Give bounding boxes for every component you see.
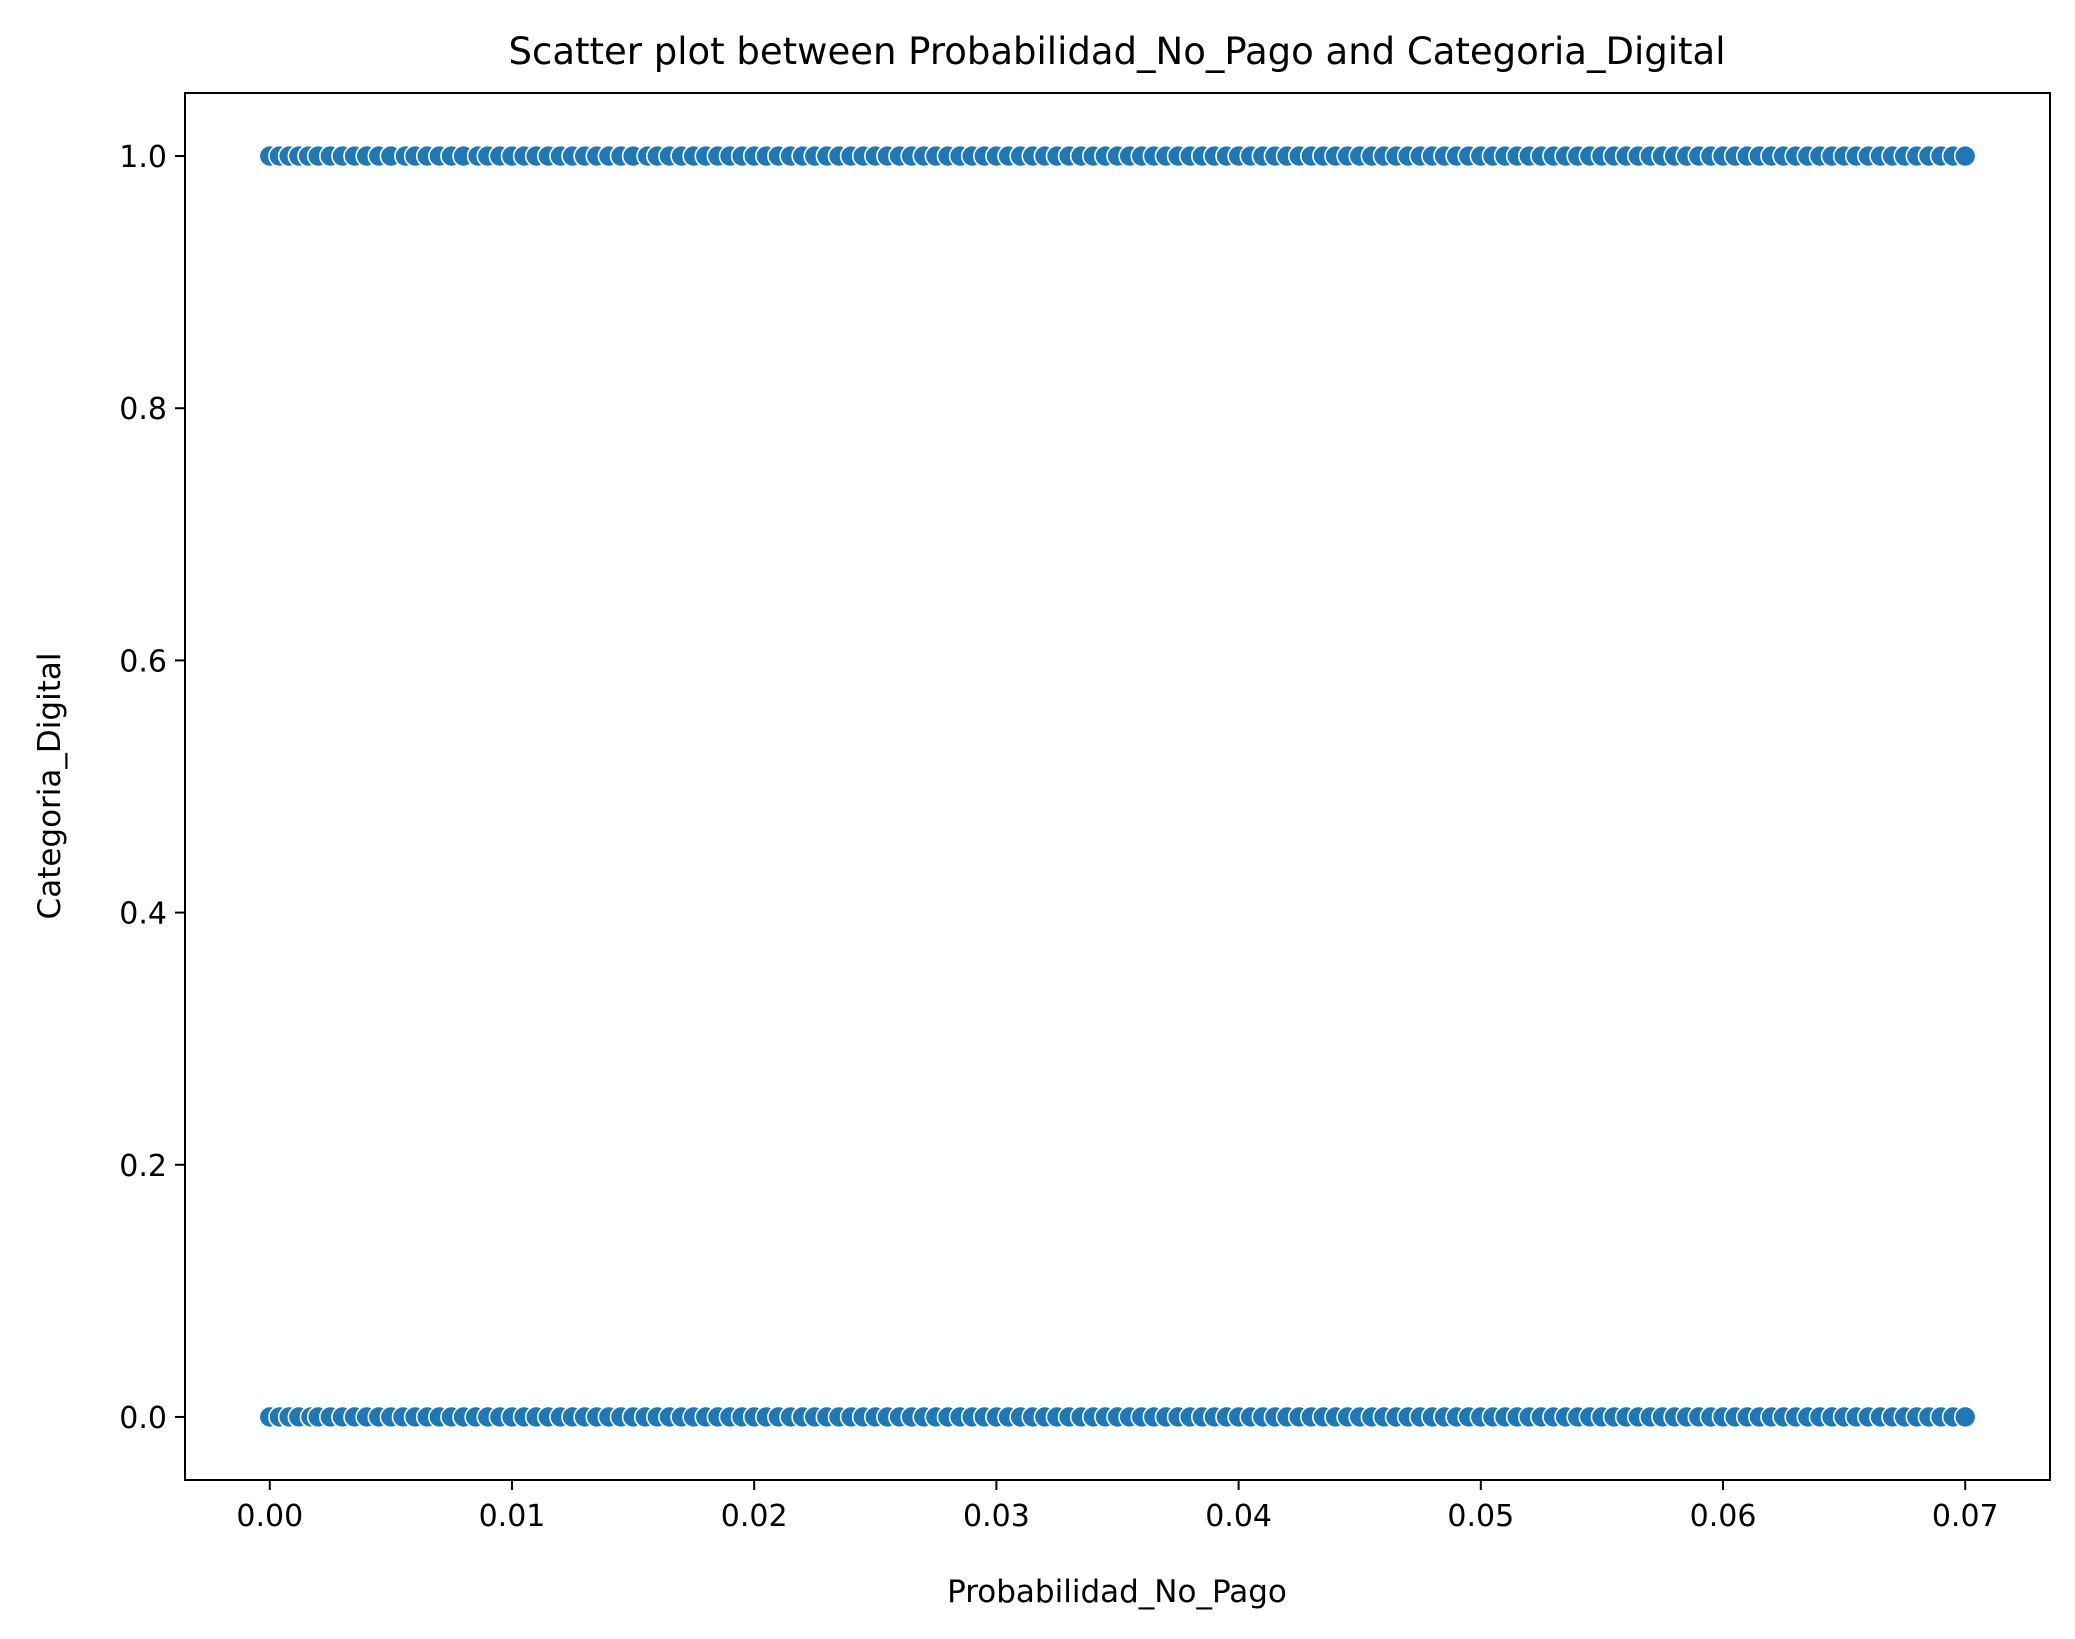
y-axis-ticks: 0.0 0.2 0.4 0.6 0.8 1.0	[119, 140, 185, 1436]
y-tick-label: 0.4	[119, 897, 167, 932]
y-tick-label: 0.2	[119, 1149, 167, 1184]
points-layer	[258, 144, 1977, 1429]
x-tick-label: 0.03	[963, 1499, 1030, 1534]
y-axis-label: Categoria_Digital	[32, 653, 68, 920]
y-tick-label: 0.8	[119, 392, 167, 427]
chart-title: Scatter plot between Probabilidad_No_Pag…	[509, 30, 1726, 73]
x-tick-label: 0.07	[1932, 1499, 1999, 1534]
x-axis-ticks: 0.00 0.01 0.02 0.03 0.04 0.05 0.06 0.07	[236, 1480, 1999, 1534]
x-tick-label: 0.06	[1690, 1499, 1757, 1534]
x-tick-label: 0.00	[236, 1499, 303, 1534]
x-tick-label: 0.02	[721, 1499, 788, 1534]
y-tick-label: 0.0	[119, 1401, 167, 1436]
y-tick-label: 1.0	[119, 140, 167, 175]
data-point	[1953, 1405, 1977, 1429]
data-point	[1953, 144, 1977, 168]
x-tick-label: 0.01	[479, 1499, 546, 1534]
x-tick-label: 0.05	[1447, 1499, 1514, 1534]
plot-frame	[184, 92, 2051, 1481]
x-axis-label: Probabilidad_No_Pago	[947, 1574, 1287, 1610]
y-tick-label: 0.6	[119, 644, 167, 679]
x-tick-label: 0.04	[1205, 1499, 1272, 1534]
